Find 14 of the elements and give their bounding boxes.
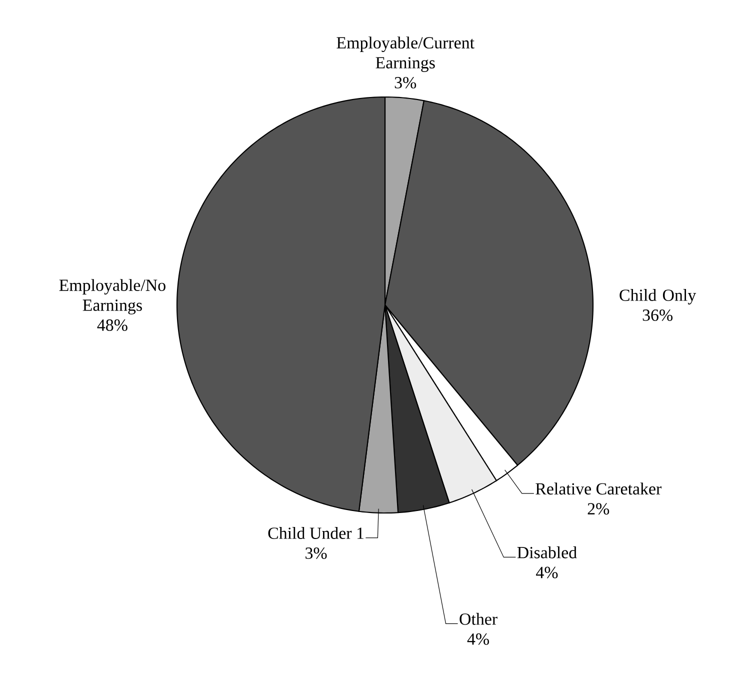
data-label: 3% bbox=[306, 547, 327, 559]
slice-label: Employable/Current Earnings bbox=[336, 36, 474, 72]
slice-label: Other bbox=[460, 612, 498, 625]
data-label: 4% bbox=[536, 566, 558, 578]
data-label: 36% bbox=[642, 309, 673, 321]
data-label: 3% bbox=[394, 76, 416, 88]
data-label: 4% bbox=[467, 633, 489, 645]
slice-label: Disabled bbox=[517, 546, 577, 558]
slice-label: Employable/No Earnings bbox=[59, 279, 166, 314]
slice-label: Child Under 1 bbox=[268, 527, 364, 539]
slice-label: Relative Caretaker bbox=[536, 482, 662, 495]
data-label: 48% bbox=[97, 319, 128, 331]
data-label: 2% bbox=[588, 503, 610, 515]
slice-label: Child Only bbox=[620, 289, 696, 304]
